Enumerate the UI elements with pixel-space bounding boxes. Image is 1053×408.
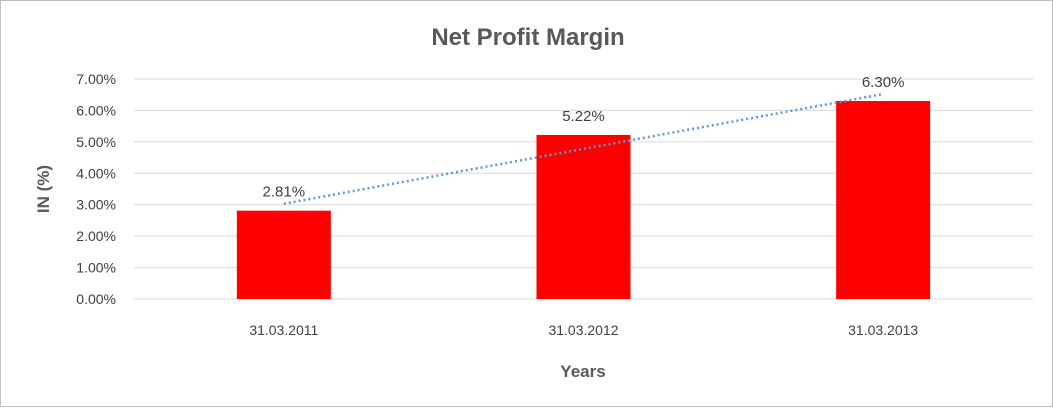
- bar: [236, 210, 331, 299]
- data-label: 6.30%: [862, 74, 905, 91]
- data-label: 2.81%: [263, 184, 306, 201]
- x-tick-label: 31.03.2013: [848, 322, 918, 338]
- trendline: [283, 92, 884, 205]
- x-tick-label: 31.03.2012: [548, 322, 618, 338]
- y-tick-label: 4.00%: [76, 165, 116, 181]
- bar: [536, 134, 631, 299]
- x-axis-title: Years: [560, 362, 605, 381]
- y-axis-title: IN (%): [34, 165, 53, 213]
- y-tick-label: 0.00%: [76, 291, 116, 307]
- chart-title: Net Profit Margin: [431, 24, 624, 51]
- y-tick-label: 2.00%: [76, 228, 116, 244]
- x-tick-label: 31.03.2011: [249, 322, 318, 338]
- y-tick-label: 5.00%: [76, 134, 116, 150]
- y-tick-label: 6.00%: [76, 102, 116, 118]
- data-label: 5.22%: [562, 108, 605, 125]
- y-tick-label: 3.00%: [76, 197, 116, 213]
- bar: [836, 101, 931, 299]
- y-tick-label: 1.00%: [76, 260, 116, 276]
- y-tick-label: 7.00%: [76, 71, 116, 87]
